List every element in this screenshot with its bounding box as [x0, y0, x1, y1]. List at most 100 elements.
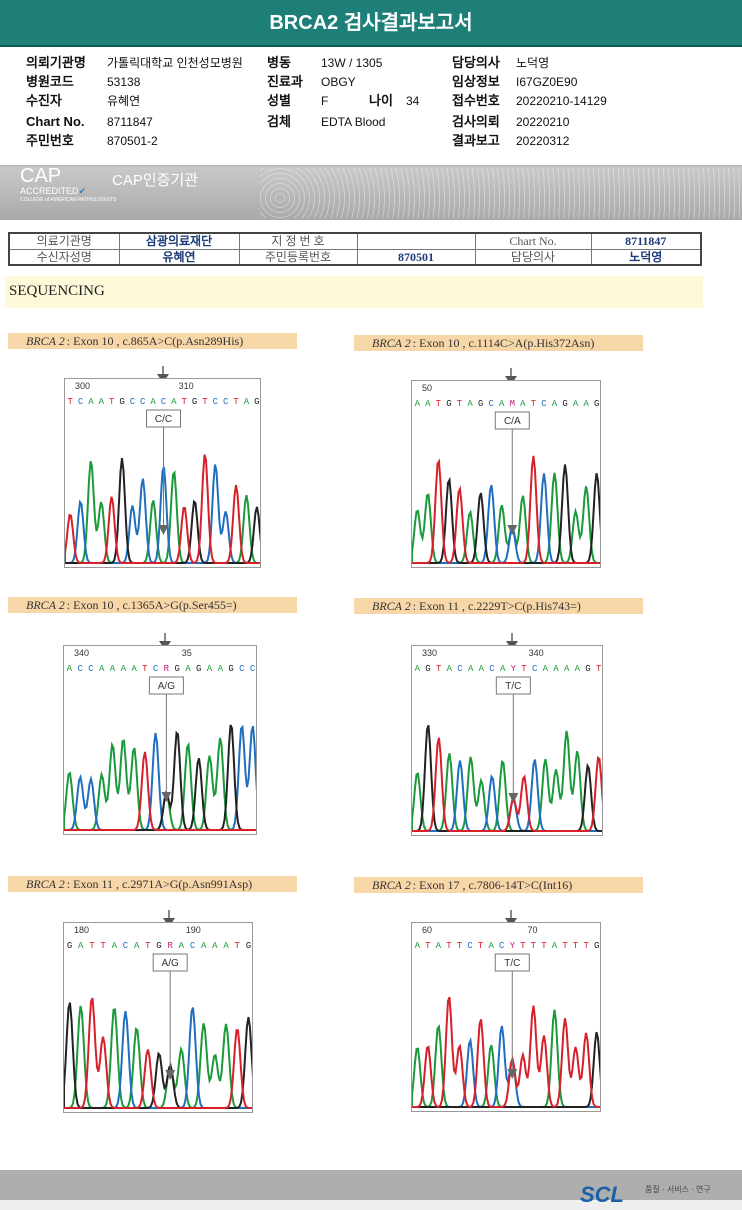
base-call: G: [562, 399, 567, 409]
variant-label: BRCA 2: Exon 11 , c.2229T>C(p.His743=): [354, 598, 643, 614]
base-call: T: [531, 399, 537, 409]
base-call: A: [415, 399, 421, 409]
gene-name: BRCA 2: [26, 877, 65, 891]
trace-T: [412, 455, 600, 564]
info-label: 병원코드: [26, 74, 74, 89]
variant-pointer: [510, 368, 513, 380]
cell: 수신자성명: [8, 248, 120, 266]
base-call: A: [67, 664, 73, 674]
base-call: A: [543, 664, 549, 674]
info-value: EDTA Blood: [321, 115, 386, 129]
base-call: T: [182, 397, 188, 407]
arrow-down-icon: [161, 792, 172, 802]
genotype-box: [152, 953, 188, 972]
base-call: T: [202, 397, 208, 407]
base-call: T: [235, 941, 241, 951]
position-tick: 50: [422, 383, 432, 393]
base-call: A: [564, 664, 570, 674]
scl-logo: SCL: [580, 1182, 624, 1207]
info-label: Chart No.: [26, 114, 85, 129]
base-call: T: [109, 397, 115, 407]
info-value: 8711847: [107, 115, 153, 129]
trace-T: [64, 997, 252, 1109]
base-call: M: [510, 399, 515, 409]
cap-banner: [0, 165, 742, 220]
variant-description: : Exon 10 , c.1114C>A(p.His372Asn): [412, 336, 595, 350]
info-value: 13W / 1305: [321, 56, 383, 70]
base-call: A: [575, 664, 581, 674]
base-call: Y: [511, 664, 517, 674]
trace-G: [412, 1031, 600, 1108]
base-call: A: [244, 397, 250, 407]
base-call: R: [167, 941, 173, 951]
base-call: R: [164, 664, 170, 674]
base-call: G: [585, 664, 590, 674]
info-label: 검체: [267, 114, 291, 129]
base-call: A: [488, 941, 494, 951]
base-call: C: [78, 397, 84, 407]
genotype-box: [148, 676, 184, 695]
base-call: T: [145, 941, 151, 951]
chromatogram: 340 35A C C A A A A T C R G A G A A G C CA/G: [64, 648, 256, 831]
base-call: A: [500, 664, 506, 674]
base-call: A: [436, 941, 442, 951]
cap-college: COLLEGE of AMERICAN PATHOLOGISTS: [20, 197, 117, 203]
genotype-call: T/C: [504, 958, 520, 969]
base-call: G: [67, 941, 72, 951]
base-call: T: [425, 941, 431, 951]
base-call: C: [499, 941, 505, 951]
base-call: G: [478, 399, 483, 409]
info-value: I67GZ0E90: [516, 75, 578, 89]
cell: 삼광의료재단: [118, 232, 240, 250]
base-call: A: [78, 941, 84, 951]
info-label: 접수번호: [452, 93, 500, 108]
variant-description: : Exon 10 , c.1365A>G(p.Ser455=): [66, 598, 237, 612]
base-call: G: [425, 664, 430, 674]
base-call: A: [573, 399, 579, 409]
chromatogram-panel: 180 190 G A T T A C A T G R A C A A A T G A/G: [63, 922, 253, 1113]
cell: Chart No.: [474, 232, 592, 250]
info-label: 진료과: [267, 74, 303, 89]
base-call: T: [446, 941, 452, 951]
base-call: T: [521, 664, 527, 674]
footer-band: [0, 1170, 742, 1200]
chromatogram-panel: 340 35 A C C A A A A T C R G A G A A G C C A/G: [63, 645, 257, 835]
cell: 유혜연: [118, 248, 240, 266]
trace-T: [412, 737, 602, 832]
variant-label: BRCA 2: Exon 10 , c.865A>C(p.Asn289His): [8, 333, 297, 349]
chromatogram: 50A A T G T A G C A M A T C A G A A GC/A: [412, 383, 600, 564]
base-call: C: [88, 664, 94, 674]
info-label: 결과보고: [452, 133, 500, 148]
base-call: T: [583, 941, 589, 951]
base-call: T: [89, 941, 95, 951]
base-call: T: [520, 941, 526, 951]
base-call: T: [478, 941, 484, 951]
base-call: T: [100, 941, 106, 951]
base-call: A: [520, 399, 526, 409]
gene-name: BRCA 2: [372, 336, 411, 350]
cell: 노덕영: [590, 248, 702, 266]
chromatogram: 60 70A T A T T C T A C Y T T T A T T T GT/C: [412, 925, 600, 1108]
position-tick: 310: [179, 381, 194, 391]
base-call: A: [479, 664, 485, 674]
position-tick: 180: [74, 925, 89, 935]
base-call: A: [99, 664, 105, 674]
base-call: C: [488, 399, 494, 409]
base-call: A: [112, 941, 118, 951]
position-tick: 190: [186, 925, 201, 935]
chromatogram-panel: 330 340 A G T A C A A C A Y T C A A A A G T T/C: [411, 645, 603, 836]
base-call: A: [425, 399, 431, 409]
base-call: A: [415, 941, 421, 951]
info-value: 20220210-14129: [516, 94, 607, 108]
cap-accredited: ACCREDITED: [20, 186, 79, 196]
base-call: G: [192, 397, 197, 407]
base-call: A: [150, 397, 156, 407]
base-call: C: [123, 941, 129, 951]
info-label: 주민번호: [26, 133, 74, 148]
base-call: A: [131, 664, 137, 674]
genotype-call: C/A: [504, 416, 521, 427]
position-tick: 340: [529, 648, 544, 658]
base-call: T: [233, 397, 239, 407]
cell: 의료기관명: [8, 232, 120, 250]
variant-label: BRCA 2: Exon 17 , c.7806-14T>C(Int16): [354, 877, 643, 893]
